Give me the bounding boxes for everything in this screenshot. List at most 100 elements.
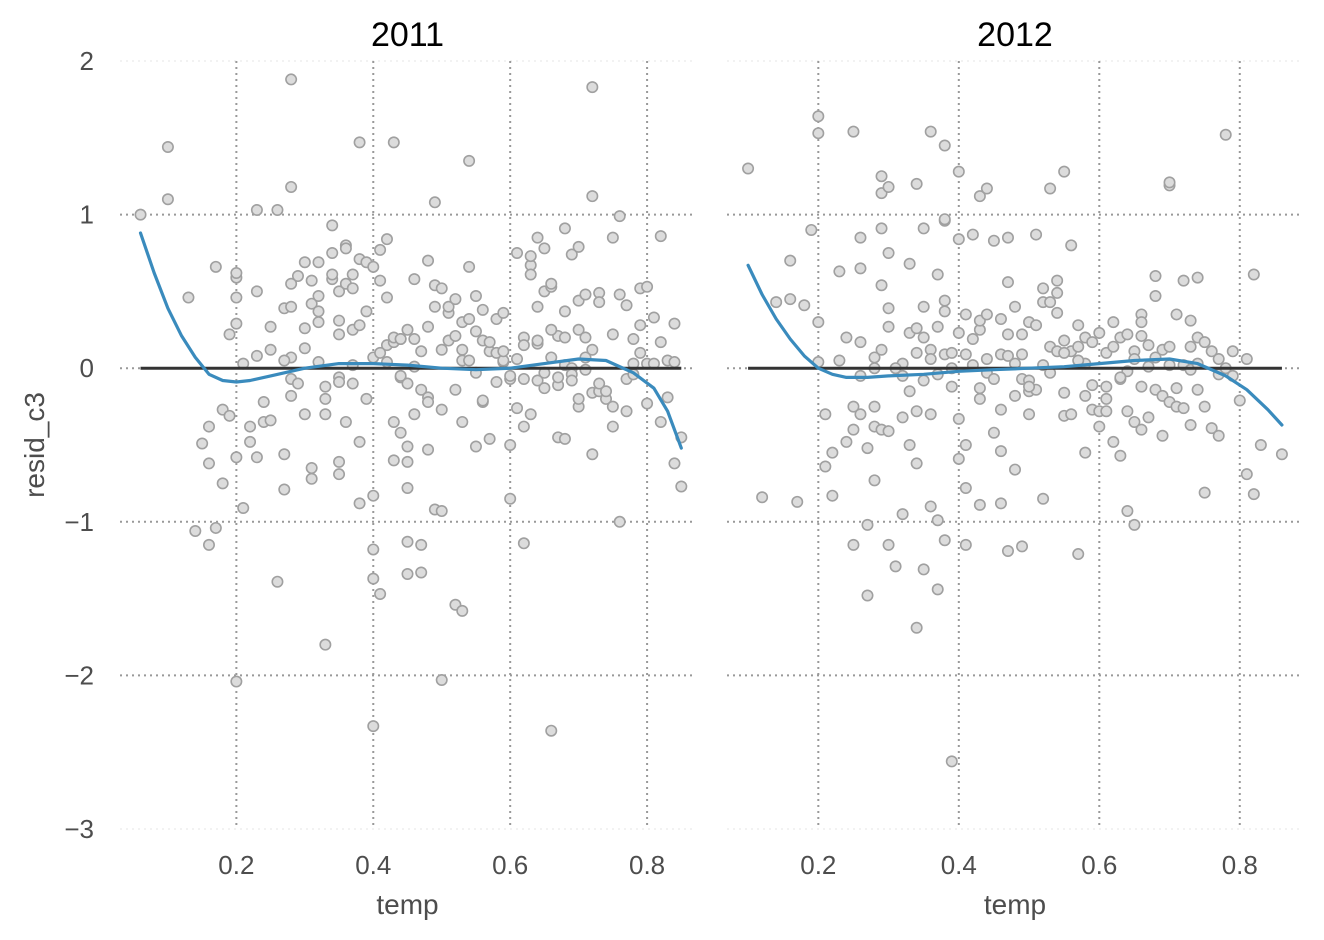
data-point [333,314,346,327]
data-point [394,426,407,439]
data-point [202,538,215,551]
data-point [1037,282,1050,295]
data-point [469,325,482,338]
data-point [189,525,202,538]
data-point [291,270,304,283]
data-point [456,604,469,617]
data-point [182,291,195,304]
data-point [973,382,986,395]
data-point [1191,271,1204,284]
data-point [668,317,681,330]
data-point [1107,340,1120,353]
data-point [298,342,311,355]
data-point [654,336,667,349]
data-point [903,257,916,270]
data-point [244,420,257,433]
data-point [784,293,797,306]
data-point [896,508,909,521]
data-point [1156,429,1169,442]
data-point [1205,345,1218,358]
data-point [442,300,455,313]
data-point [1254,438,1267,451]
data-point [579,288,592,301]
data-point [264,320,277,333]
data-point [572,392,585,405]
data-point [230,675,243,688]
data-point [312,256,325,269]
data-point [319,638,332,651]
data-point [511,402,524,415]
data-point [511,247,524,260]
data-point [613,515,626,528]
y-axis-title: resid_c3 [19,392,50,498]
data-point [924,352,937,365]
data-point [847,125,860,138]
data-point [812,110,825,123]
data-point [374,587,387,600]
data-point [558,305,571,318]
data-point [627,333,640,346]
data-point [756,491,769,504]
data-point [798,299,811,312]
data-point [910,405,923,418]
data-point [959,308,972,321]
data-point [854,262,867,275]
data-point [994,403,1007,416]
data-point [1177,274,1190,287]
data-point [326,268,339,281]
data-point [606,420,619,433]
data-point [924,125,937,138]
data-point [244,435,257,448]
data-point [367,260,380,273]
x-tick-label: 0.8 [1222,850,1258,880]
data-point [1093,326,1106,339]
x-tick-label: 0.8 [629,850,665,880]
y-tick-label: 2 [80,46,94,76]
data-point [545,724,558,737]
data-point [593,377,606,390]
data-point [1107,316,1120,329]
data-point [230,291,243,304]
data-point [531,300,544,313]
data-point [641,397,654,410]
data-point [938,294,951,307]
data-point [910,621,923,634]
data-point [312,290,325,303]
data-point [952,326,965,339]
data-point [910,346,923,359]
data-point [826,446,839,459]
data-point [833,265,846,278]
data-point [840,435,853,448]
data-point [449,383,462,396]
data-point [1065,239,1078,252]
data-point [415,566,428,579]
data-point [1037,492,1050,505]
data-point [517,420,530,433]
data-point [305,274,318,287]
data-point [634,319,647,332]
data-point [966,228,979,241]
data-point [1121,405,1134,418]
data-point [558,222,571,235]
data-point [367,572,380,585]
data-point [1170,308,1183,321]
data-point [917,300,930,313]
data-point [1121,328,1134,341]
data-point [1142,360,1155,373]
data-point [572,240,585,253]
data-point [931,514,944,527]
data-point [401,440,414,453]
data-point [230,451,243,464]
data-point [333,376,346,389]
data-point [469,290,482,303]
data-point [435,403,448,416]
data-point [840,331,853,344]
data-point [868,400,881,413]
data-point [668,356,681,369]
data-point [847,538,860,551]
data-point [613,288,626,301]
data-point [606,400,619,413]
data-point [833,354,846,367]
data-point [333,455,346,468]
